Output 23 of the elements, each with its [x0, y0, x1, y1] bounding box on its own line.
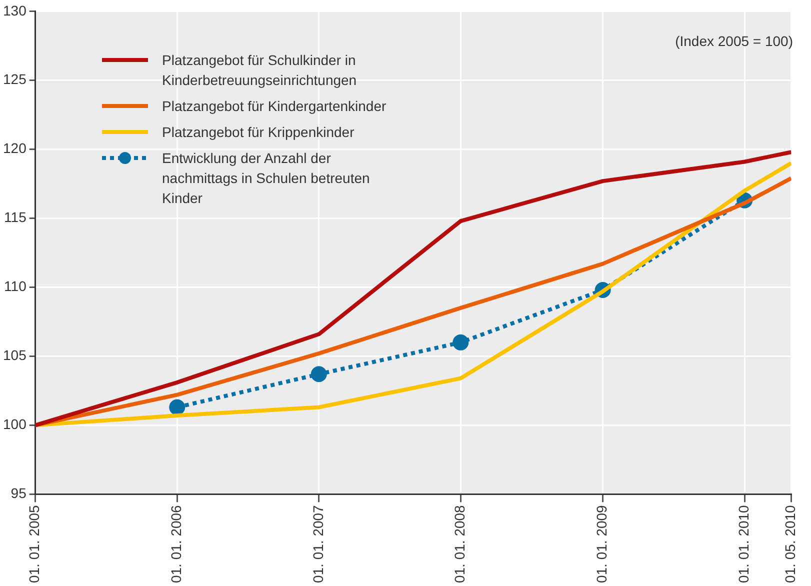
y-tick-label: 100: [3, 416, 27, 432]
x-tick-label: 01. 01. 2005: [26, 504, 42, 584]
x-tick-label: 01. 01. 2008: [452, 504, 468, 584]
point: [452, 334, 469, 350]
y-tick-label: 130: [3, 2, 27, 18]
legend-label: Platzangebot für Krippenkinder: [162, 123, 354, 142]
x-tick-label: 01. 05. 2010: [782, 504, 798, 584]
x-tick-label: 01. 01. 2007: [310, 504, 326, 584]
legend-label: Platzangebot für Schulkinder in Kinderbetreuungseinrichtungen: [162, 51, 358, 90]
x-tick-label: 01. 01. 2010: [735, 504, 752, 584]
y-tick-label: 120: [3, 140, 27, 156]
y-tick-label: 95: [10, 485, 27, 502]
legend-label: Entwicklung der Anzahl der nachmittags in Schulen betreuten Kinder: [162, 149, 371, 208]
x-tick-label: 01. 01. 2009: [594, 504, 610, 584]
y-tick-label: 125: [3, 71, 27, 88]
y-tick-label: 110: [4, 278, 27, 294]
x-tick-label: 01. 01. 2006: [168, 504, 184, 584]
legend-label: Platzangebot für Kindergartenkinder: [162, 97, 386, 116]
point: [169, 399, 186, 416]
point: [310, 366, 327, 382]
annotation: (Index 2005 = 100): [675, 33, 793, 49]
y-tick-label: 115: [4, 209, 27, 226]
y-tick-label: 105: [3, 347, 27, 364]
